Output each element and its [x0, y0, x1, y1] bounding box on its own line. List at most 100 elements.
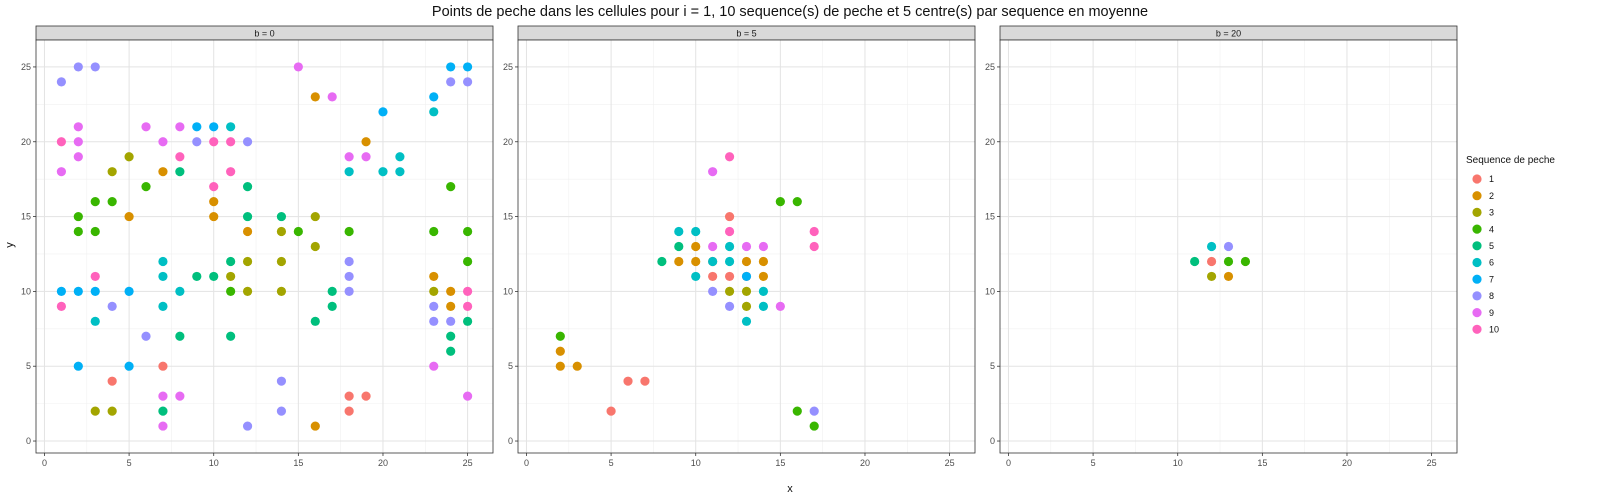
y-tick-label: 15	[985, 212, 995, 222]
data-point	[276, 211, 287, 222]
data-point	[446, 331, 456, 341]
data-point	[708, 286, 718, 296]
data-point	[555, 346, 565, 356]
x-tick-label: 15	[1257, 458, 1267, 468]
data-point	[73, 152, 83, 162]
data-point	[1223, 241, 1234, 252]
data-point	[741, 256, 752, 267]
chart-panels: b = 0 0 5 10 15 20 25 0 5 10 15 20 25 b = 5 0 5 10 15 20 25…	[21, 25, 1458, 468]
data-point	[158, 301, 168, 311]
data-point	[56, 137, 66, 147]
x-tick-label: 10	[1173, 458, 1183, 468]
x-tick-label: 20	[1342, 458, 1352, 468]
data-point	[446, 301, 456, 311]
data-point	[640, 376, 650, 386]
x-tick-label: 10	[691, 458, 701, 468]
data-point	[209, 182, 219, 192]
data-point	[276, 256, 287, 267]
data-point	[158, 271, 168, 282]
data-point	[555, 361, 565, 371]
legend-label: 7	[1489, 274, 1494, 284]
data-point	[724, 256, 735, 267]
data-point	[724, 271, 735, 282]
data-point	[192, 122, 202, 132]
data-point	[56, 301, 66, 311]
panel-border	[999, 39, 1458, 454]
data-point	[327, 286, 337, 296]
panel-2: b = 5 0 5 10 15 20 25 0 5 10 15 20 25	[503, 25, 976, 468]
data-point	[90, 197, 100, 207]
data-point	[107, 167, 117, 177]
y-tick-label: 5	[508, 361, 513, 371]
data-point	[1240, 256, 1251, 267]
data-point	[758, 301, 769, 311]
data-point	[158, 167, 168, 177]
x-tick-label: 5	[609, 458, 614, 468]
data-point	[395, 167, 405, 177]
data-point	[361, 137, 371, 147]
data-point	[674, 226, 684, 237]
data-point	[572, 361, 582, 371]
y-tick-label: 5	[990, 361, 995, 371]
y-tick-label: 15	[503, 212, 513, 222]
panel-3: b = 20 0 5 10 15 20 25 0 5 10 15 20 25	[985, 25, 1458, 468]
data-point	[192, 137, 202, 147]
data-point	[741, 286, 752, 296]
x-tick-label: 25	[463, 458, 473, 468]
data-point	[809, 406, 819, 416]
data-point	[606, 406, 616, 416]
data-point	[107, 376, 117, 386]
data-point	[708, 167, 718, 177]
data-point	[741, 316, 752, 326]
panel-strip-label: b = 20	[1216, 29, 1241, 39]
data-point	[344, 256, 354, 267]
data-point	[708, 256, 718, 267]
data-point	[429, 107, 439, 117]
data-point	[446, 182, 456, 192]
data-point	[226, 167, 236, 177]
legend-key	[1472, 241, 1482, 251]
legend-label: 3	[1489, 208, 1494, 218]
data-point	[1223, 271, 1234, 282]
data-point	[708, 271, 718, 282]
data-point	[158, 406, 168, 416]
data-point	[429, 226, 439, 237]
data-point	[209, 211, 219, 222]
data-point	[463, 256, 473, 267]
data-point	[775, 197, 785, 207]
data-point	[724, 241, 735, 252]
data-point	[429, 361, 439, 371]
data-point	[124, 361, 134, 371]
data-point	[73, 361, 83, 371]
chart-title: Points de peche dans les cellules pour i…	[432, 4, 1148, 20]
data-point	[446, 316, 456, 326]
data-point	[809, 241, 819, 252]
y-tick-label: 5	[26, 361, 31, 371]
legend-label: 10	[1489, 325, 1499, 335]
data-point	[226, 122, 236, 132]
data-point	[124, 152, 134, 162]
panel-1: b = 0 0 5 10 15 20 25 0 5 10 15 20 25	[21, 25, 494, 468]
data-point	[429, 92, 439, 102]
data-point	[741, 271, 752, 282]
data-point	[758, 256, 769, 267]
data-point	[276, 376, 287, 386]
data-point	[90, 316, 100, 326]
data-point	[226, 256, 236, 267]
data-point	[158, 256, 168, 267]
panel-strip-label: b = 5	[736, 29, 756, 39]
data-point	[674, 241, 684, 252]
data-point	[429, 301, 439, 311]
legend-key	[1472, 224, 1482, 234]
x-axis-title: x	[787, 483, 793, 495]
x-tick-label: 15	[293, 458, 303, 468]
data-point	[310, 316, 320, 326]
data-point	[429, 286, 439, 296]
data-point	[56, 286, 66, 296]
data-point	[158, 421, 168, 431]
data-point	[1206, 241, 1217, 252]
data-point	[344, 406, 354, 416]
data-point	[758, 286, 769, 296]
data-point	[327, 301, 337, 311]
legend-label: 2	[1489, 191, 1494, 201]
